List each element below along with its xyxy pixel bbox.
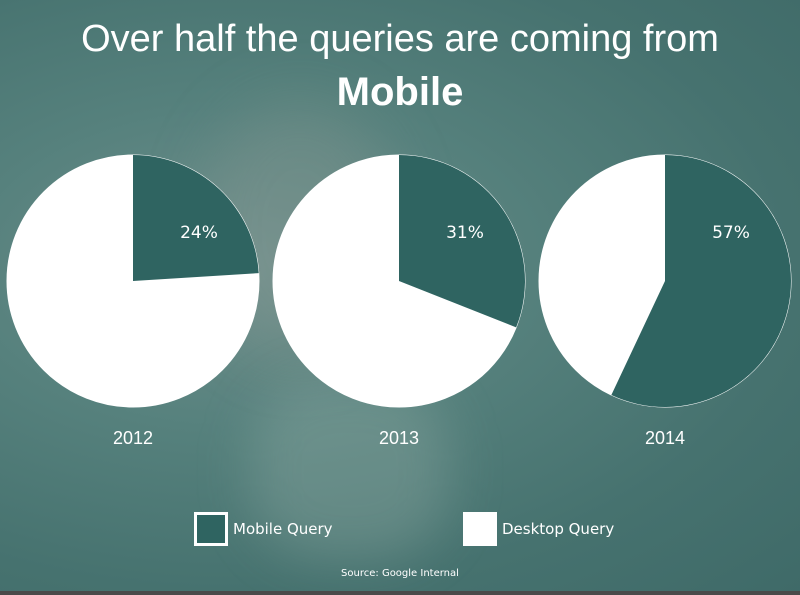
year-label: 2014 (645, 428, 685, 448)
slice-mobile (133, 155, 259, 281)
bottom-bar (0, 591, 800, 595)
legend-swatch-desktop (463, 512, 497, 546)
pie-2014: 57% 2014 (538, 154, 792, 448)
title-line1: Over half the queries are coming from (81, 18, 719, 60)
legend-mobile: Mobile Query (194, 512, 333, 546)
pie-2012: 24% 2012 (6, 154, 260, 448)
legend-label-desktop: Desktop Query (502, 520, 615, 538)
source-note: Source: Google Internal (341, 568, 459, 579)
slice-mobile (611, 155, 792, 408)
data-label: 31% (446, 223, 484, 243)
year-label: 2012 (113, 428, 153, 448)
legend-swatch-mobile (194, 512, 228, 546)
legend-label-mobile: Mobile Query (233, 520, 333, 538)
year-label: 2013 (379, 428, 419, 448)
slice-mobile (399, 155, 525, 328)
data-label: 57% (712, 223, 750, 243)
data-label: 24% (180, 223, 218, 243)
legend-desktop: Desktop Query (463, 512, 614, 546)
background-photo-blur (250, 380, 450, 560)
pie-2013: 31% 2013 (272, 154, 526, 448)
title-line2: Mobile (336, 70, 464, 114)
